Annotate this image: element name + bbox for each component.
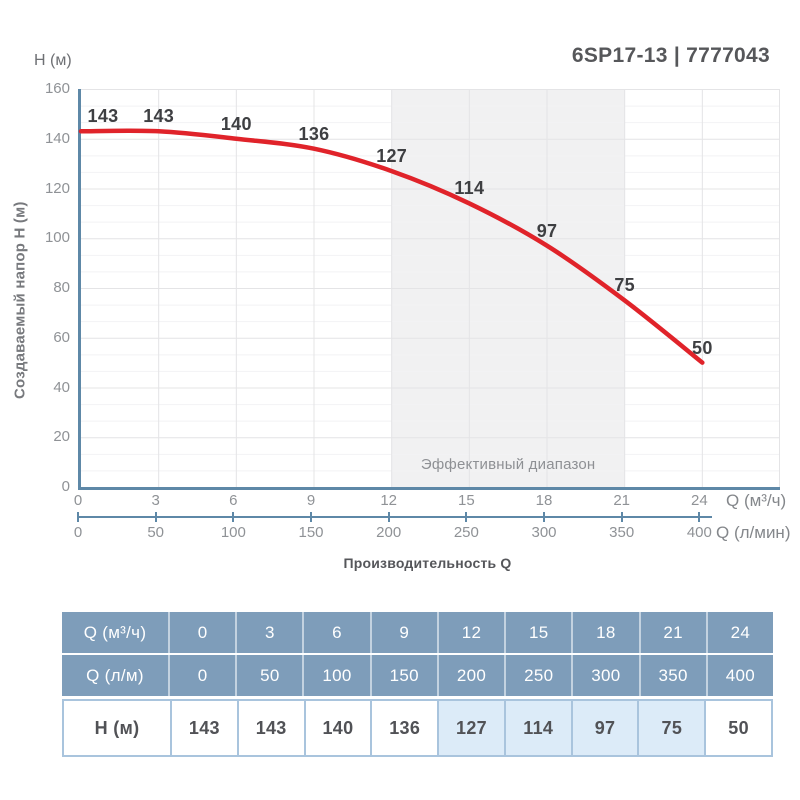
table-cell: 300	[573, 655, 639, 696]
curve-point-label: 50	[692, 337, 713, 358]
x-tick-label: 200	[376, 524, 402, 541]
x-tick-label: 100	[220, 524, 246, 541]
curve-point-label: 136	[298, 123, 330, 144]
curve-point-label: 75	[614, 275, 635, 296]
page-title: 6SP17-13 | 7777043	[571, 44, 770, 67]
y-tick-label: 100	[44, 229, 70, 247]
table-cell: 6	[304, 612, 370, 653]
x-axis-1-unit-label: Q (м³/ч)	[726, 491, 787, 510]
y-tick-label: 120	[44, 179, 70, 197]
table-cell: 3	[237, 612, 303, 653]
table-cell: 143	[238, 701, 304, 755]
x-tick-label: 0	[73, 492, 83, 509]
table-cell: 12	[438, 612, 505, 653]
table-cell: 97	[572, 701, 638, 755]
y-tick-label: 140	[44, 129, 70, 147]
x-tick-label: 50	[147, 524, 164, 541]
table-row: H (м) 143 143 140 136 127 114 97 75 50	[62, 699, 773, 757]
y-tick-label: 40	[53, 378, 70, 396]
x-tick-label: 3	[151, 492, 160, 509]
x-tick-label: 9	[306, 492, 316, 509]
x-axis-title: Производительность Q	[343, 555, 512, 571]
x-tick-label: 24	[690, 492, 708, 509]
table-cell: 127	[439, 701, 504, 755]
x-axis-2-tickmark	[620, 512, 623, 522]
curve-point-label: 140	[220, 113, 252, 134]
y-tick-label: 0	[61, 478, 70, 495]
table-cell: 50	[237, 655, 303, 696]
x-axis-2-line	[78, 516, 712, 518]
y-axis-unit-label: H (м)	[34, 52, 72, 69]
curve-point-label: 127	[376, 146, 408, 167]
table-row: Q (л/м) 0 50 100 150 200 250 300 350 400	[62, 655, 773, 696]
curve-point-label: 97	[536, 220, 558, 241]
x-axis-2-tickmark	[465, 512, 468, 522]
x-axis-2-tickmark	[387, 512, 390, 522]
table-cell: 350	[640, 655, 706, 696]
table-cell: 200	[438, 655, 505, 696]
x-tick-label: 150	[298, 524, 324, 541]
x-axis-2-tickmark	[154, 512, 157, 522]
table-cell: 136	[372, 701, 438, 755]
x-axis-2-tickmark	[310, 512, 312, 522]
table-cell: 143	[172, 701, 237, 755]
x-tick-label: 18	[535, 492, 553, 509]
table-cell: 75	[639, 701, 705, 755]
x-tick-label: 0	[73, 524, 83, 541]
table-cell: 0	[170, 612, 236, 653]
x-tick-label: 12	[380, 492, 397, 509]
table-cell: 100	[304, 655, 370, 696]
curve-point-label: 114	[454, 178, 485, 199]
table-cell: 250	[506, 655, 572, 696]
y-tick-label: 20	[53, 428, 70, 446]
table-row-header: Q (м³/ч)	[62, 612, 168, 653]
chart-plot-area: 143 143 140 136 127 114 97 75 50 Эффективный диа…	[78, 89, 780, 490]
table-cell: 24	[707, 612, 773, 653]
table-cell: 140	[305, 701, 371, 755]
y-tick-label: 60	[53, 328, 70, 346]
table-row: Q (м³/ч) 0 3 6 9 12 15 18 21 24	[62, 612, 773, 653]
x-tick-label: 15	[457, 492, 475, 509]
x-axis-2-tickmark	[77, 512, 79, 522]
x-tick-label: 300	[531, 524, 557, 541]
x-axis-2-tickmark	[543, 512, 545, 522]
table-cell: 21	[640, 612, 706, 653]
y-tick-label: 160	[44, 80, 70, 97]
curve-point-label: 143	[143, 106, 175, 127]
x-tick-label: 250	[453, 524, 479, 541]
table-row-header: Q (л/м)	[62, 655, 168, 696]
pump-curve-line	[78, 128, 705, 365]
table-cell: 18	[573, 612, 639, 653]
curve-point-label: 143	[87, 106, 119, 127]
table-cell: 0	[170, 655, 236, 696]
x-axis-2-unit-label: Q (л/мин)	[716, 523, 791, 542]
table-row-header: H (м)	[64, 701, 170, 755]
x-tick-label: 400	[686, 524, 712, 541]
x-axis-2-tickmark	[698, 512, 701, 522]
table-cell: 114	[505, 701, 571, 755]
x-axis-2-tickmark	[232, 512, 235, 522]
x-tick-label: 6	[229, 492, 238, 509]
table-cell: 9	[371, 612, 437, 653]
x-tick-label: 350	[609, 524, 635, 541]
table-cell: 15	[506, 612, 572, 653]
pump-data-table: Q (м³/ч) 0 3 6 9 12 15 18 21 24 Q (л/м) 0 50 100 150 20…	[62, 612, 773, 757]
effective-range-label: Эффективный диапазон	[420, 456, 596, 473]
x-tick-label: 21	[613, 492, 630, 509]
y-tick-label: 80	[53, 279, 70, 296]
table-cell: 400	[707, 655, 773, 696]
table-cell: 150	[371, 655, 437, 696]
chart-gridlines	[81, 89, 780, 487]
table-cell: 50	[706, 701, 771, 755]
